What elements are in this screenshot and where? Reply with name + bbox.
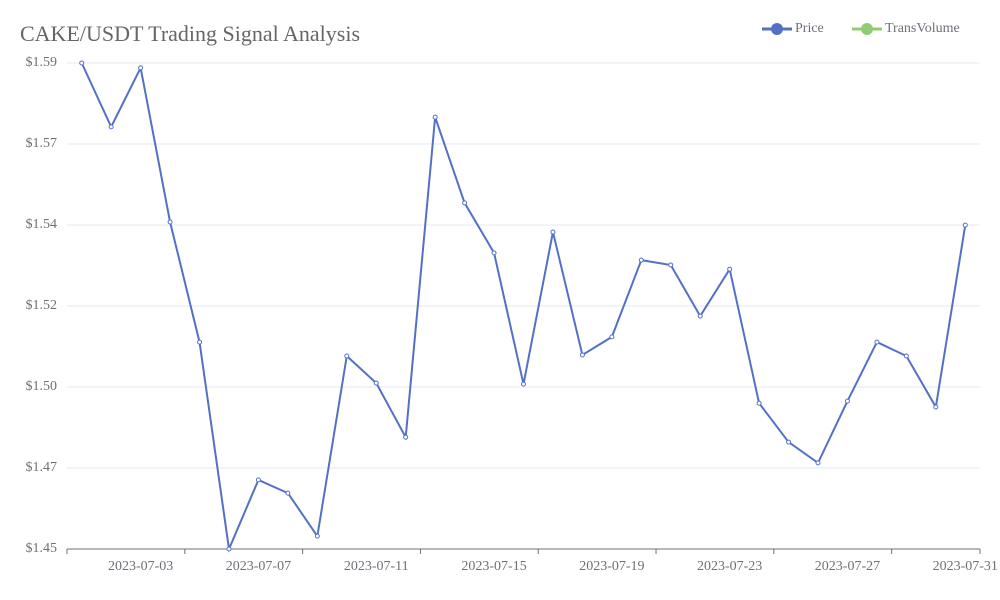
point xyxy=(844,398,850,404)
point xyxy=(668,262,674,268)
x-tick-label: 2023-07-19 xyxy=(579,559,644,574)
point xyxy=(138,65,144,71)
point xyxy=(579,352,585,358)
legend-label: Price xyxy=(795,21,824,36)
point xyxy=(756,400,762,406)
point xyxy=(874,339,880,345)
point xyxy=(344,353,350,359)
point xyxy=(933,404,939,410)
x-tick-label: 2023-07-11 xyxy=(344,559,409,574)
x-tick-label: 2023-07-15 xyxy=(461,559,526,574)
point xyxy=(79,60,85,66)
x-tick-label: 2023-07-03 xyxy=(108,559,173,574)
x-tick-label: 2023-07-23 xyxy=(697,559,762,574)
point xyxy=(462,200,468,206)
legend-marker xyxy=(771,23,783,35)
point xyxy=(638,257,644,263)
point xyxy=(903,353,909,359)
point xyxy=(108,124,114,130)
point xyxy=(255,477,261,483)
point xyxy=(962,222,968,228)
point xyxy=(786,439,792,445)
x-tick-label: 2023-07-27 xyxy=(815,559,880,574)
point xyxy=(727,266,733,272)
x-tick-label: 2023-07-31 xyxy=(933,559,998,574)
y-tick-label: $1.45 xyxy=(26,541,58,556)
chart-title: CAKE/USDT Trading Signal Analysis xyxy=(20,21,360,46)
legend-marker xyxy=(861,23,873,35)
y-tick-label: $1.57 xyxy=(26,136,58,151)
point xyxy=(403,434,409,440)
point xyxy=(815,460,821,466)
point xyxy=(550,229,556,235)
y-tick-label: $1.59 xyxy=(26,55,58,70)
point xyxy=(226,546,232,552)
point xyxy=(197,339,203,345)
point xyxy=(609,334,615,340)
y-tick-label: $1.47 xyxy=(26,460,58,475)
point xyxy=(697,313,703,319)
x-tick-label: 2023-07-07 xyxy=(226,559,291,574)
y-tick-label: $1.50 xyxy=(26,379,58,394)
point xyxy=(432,114,438,120)
point xyxy=(167,219,173,225)
legend-label: TransVolume xyxy=(885,21,960,36)
y-tick-label: $1.52 xyxy=(26,298,58,313)
y-tick-label: $1.54 xyxy=(26,217,58,232)
point xyxy=(314,533,320,539)
point xyxy=(521,381,526,387)
point xyxy=(285,490,291,496)
point xyxy=(373,380,379,386)
point xyxy=(491,250,497,256)
